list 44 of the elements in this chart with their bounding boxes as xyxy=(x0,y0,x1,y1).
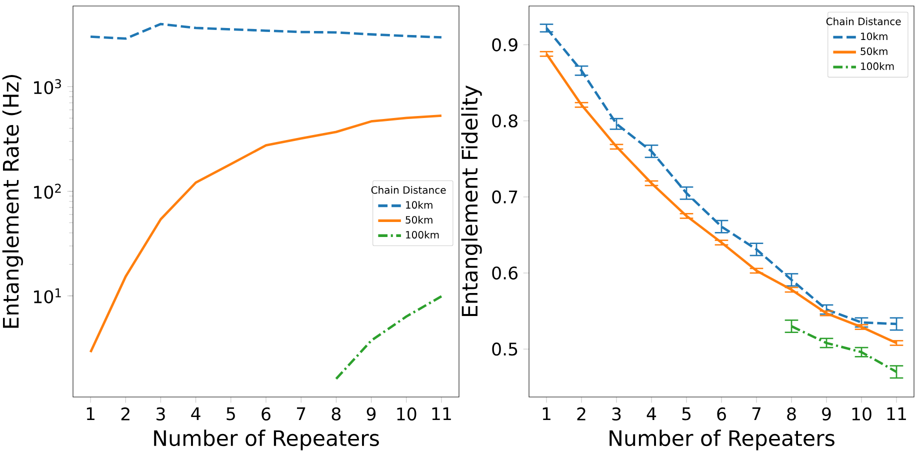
x-tick-label: 9 xyxy=(822,407,831,421)
x-tick-label: 2 xyxy=(577,407,586,420)
y-tick-label: 0.9 xyxy=(492,38,518,52)
y-tick-label: 0.5 xyxy=(492,342,518,356)
x-tick-label: 5 xyxy=(682,407,691,420)
line-series xyxy=(334,295,443,380)
y-tick-label: 10$^{3}$ xyxy=(34,79,61,94)
x-tick-label: 1 xyxy=(542,407,550,420)
x-tick-label: 11 xyxy=(432,407,451,420)
legend-label: 100km xyxy=(406,230,439,239)
x-tick-label: 10 xyxy=(397,407,416,421)
legend-label: 100km xyxy=(861,62,894,70)
line-series xyxy=(89,22,443,40)
y-axis-title: Entanglement Fidelity xyxy=(461,85,482,316)
y-tick-label: 10$^{2}$ xyxy=(34,184,61,199)
y-tick-label: 0.8 xyxy=(492,114,518,128)
x-tick-label: 7 xyxy=(752,407,761,420)
legend-label: 10km xyxy=(406,200,432,209)
x-axis-title: Number of Repeaters xyxy=(154,430,379,450)
x-tick-label: 4 xyxy=(646,407,656,420)
legend-label: 10km xyxy=(861,32,888,40)
x-tick-label: 3 xyxy=(156,407,165,421)
x-tick-label: 6 xyxy=(262,407,270,421)
y-axis-title: Entanglement Rate (Hz) xyxy=(2,74,23,328)
legend-label: 50km xyxy=(860,47,888,56)
x-tick-label: 7 xyxy=(297,407,306,420)
x-tick-label: 3 xyxy=(612,407,621,421)
x-tick-label: 4 xyxy=(191,407,200,420)
x-axis-title: Number of Repeaters xyxy=(610,430,834,450)
x-tick-label: 10 xyxy=(852,407,872,421)
legend-title: Chain Distance xyxy=(826,17,901,26)
x-tick-label: 8 xyxy=(332,407,341,421)
y-tick-label: 0.7 xyxy=(492,190,518,204)
x-tick-label: 8 xyxy=(787,407,796,421)
y-tick-label: 0.6 xyxy=(492,266,518,280)
x-tick-label: 9 xyxy=(366,407,376,421)
x-tick-label: 5 xyxy=(226,407,235,420)
x-tick-label: 6 xyxy=(717,407,726,421)
x-tick-label: 1 xyxy=(86,407,94,420)
x-tick-label: 2 xyxy=(121,407,130,420)
y-tick-label: 10$^{1}$ xyxy=(34,288,61,304)
legend-title: Chain Distance xyxy=(371,186,446,194)
x-tick-label: 11 xyxy=(887,407,906,420)
legend-label: 50km xyxy=(406,216,432,224)
